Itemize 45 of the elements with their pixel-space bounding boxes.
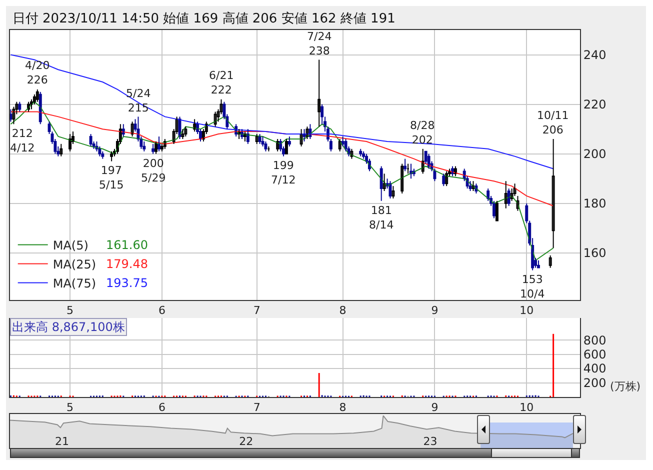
x-tick-label: 9 (431, 304, 438, 318)
annotation: 4/20 226 (25, 59, 50, 86)
x-tick-label: 5 (66, 304, 74, 318)
y-tick-label: 200 (583, 376, 606, 390)
annotation: 7/24 238 (307, 30, 332, 58)
chart-title: 出来高 8,867,100株 (12, 320, 125, 334)
x-tick-label: 23 (423, 435, 438, 448)
chart-title: 日付 2023/10/11 14:50 始値 169 高値 206 安値 162 終値 191 (12, 10, 396, 27)
x-tick-label: 9 (431, 401, 438, 414)
annotation: 161.60 (106, 238, 148, 252)
x-tick-label: 10 (520, 304, 534, 318)
y-tick-label: 600 (583, 348, 606, 362)
y-tick-label: 180 (583, 196, 606, 211)
y-tick-label: 800 (583, 333, 606, 348)
annotation: 193.75 (106, 276, 148, 290)
x-tick-label: 5 (66, 401, 74, 414)
x-tick-label: 7 (253, 401, 260, 414)
y-tick-label: 400 (583, 362, 606, 376)
x-tick-label: 8 (339, 401, 346, 414)
y-tick-label: 160 (583, 246, 606, 260)
annotation: 10/11 206 (537, 109, 569, 136)
annotation: 153 10/4 (520, 273, 545, 300)
x-tick-label: 6 (158, 401, 166, 414)
y-axis-title: (万株) (610, 380, 641, 393)
y-tick-label: 200 (583, 147, 606, 162)
x-tick-label: 10 (520, 401, 534, 414)
annotation: 6/21 222 (209, 69, 234, 96)
x-tick-label: 6 (158, 304, 166, 318)
annotation: 179.48 (106, 257, 148, 271)
annotation: 199 7/12 (271, 159, 296, 186)
annotation: 200 5/29 (141, 157, 166, 184)
legend-label: MA(5) (52, 238, 88, 252)
y-tick-label: 240 (583, 48, 606, 62)
annotation: 181 8/14 (369, 204, 394, 232)
y-tick-label: 220 (583, 98, 606, 112)
legend-label: MA(75) (52, 276, 96, 290)
x-tick-label: 21 (54, 435, 69, 448)
x-tick-label: 22 (239, 435, 254, 448)
x-tick-label: 7 (253, 304, 260, 318)
x-tick-label: 8 (339, 304, 346, 318)
annotation: 5/24 215 (126, 87, 151, 114)
legend-label: MA(25) (52, 257, 96, 272)
annotation: 212 4/12 (10, 127, 35, 154)
annotation: 8/28 202 (410, 119, 435, 146)
annotation: 197 5/15 (99, 164, 124, 192)
